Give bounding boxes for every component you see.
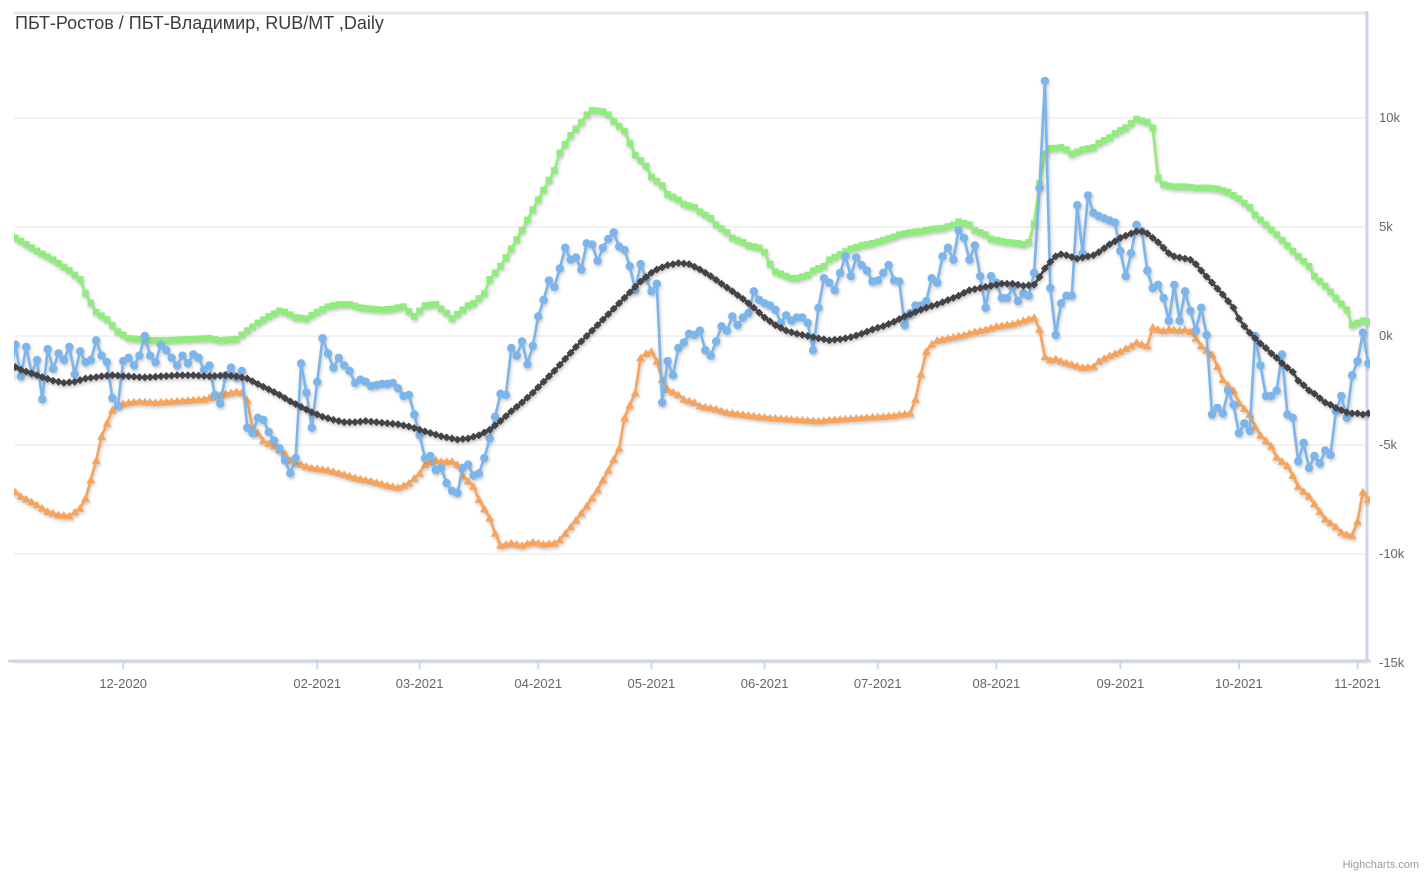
series-green bbox=[14, 107, 1370, 344]
x-axis-label: 04-2021 bbox=[514, 676, 563, 691]
series-orange-line bbox=[14, 316, 1370, 547]
series-blue-line bbox=[14, 79, 1370, 495]
chart-title: ПБТ-Ростов / ПБТ-Владимир, RUB/MT ,Daily bbox=[15, 13, 384, 33]
y-axis-label: -10k bbox=[1379, 546, 1405, 561]
y-axis-label: 10k bbox=[1379, 110, 1400, 125]
x-axis-label: 07-2021 bbox=[853, 676, 902, 691]
x-axis-label: 02-2021 bbox=[293, 676, 342, 691]
y-axis-label: -5k bbox=[1379, 437, 1398, 452]
y-axis-label: 0k bbox=[1379, 328, 1393, 343]
x-axis-label: 03-2021 bbox=[395, 676, 444, 691]
series-blue bbox=[14, 76, 1370, 498]
x-axis-label: 08-2021 bbox=[972, 676, 1021, 691]
x-axis-label: 09-2021 bbox=[1096, 676, 1145, 691]
x-axis-label: 12-2020 bbox=[99, 676, 148, 691]
x-axis-label: 10-2021 bbox=[1215, 676, 1263, 691]
highcharts-credit-link[interactable]: Highcharts.com bbox=[1342, 859, 1419, 871]
x-axis-label: 06-2021 bbox=[740, 676, 789, 691]
series-orange bbox=[14, 313, 1370, 549]
y-axis-label: -15k bbox=[1379, 655, 1405, 670]
y-axis-label: 5k bbox=[1379, 219, 1393, 234]
x-axis-label: 05-2021 bbox=[627, 676, 676, 691]
series-black bbox=[14, 227, 1370, 444]
x-axis-label: 11-2021 bbox=[1334, 676, 1381, 691]
